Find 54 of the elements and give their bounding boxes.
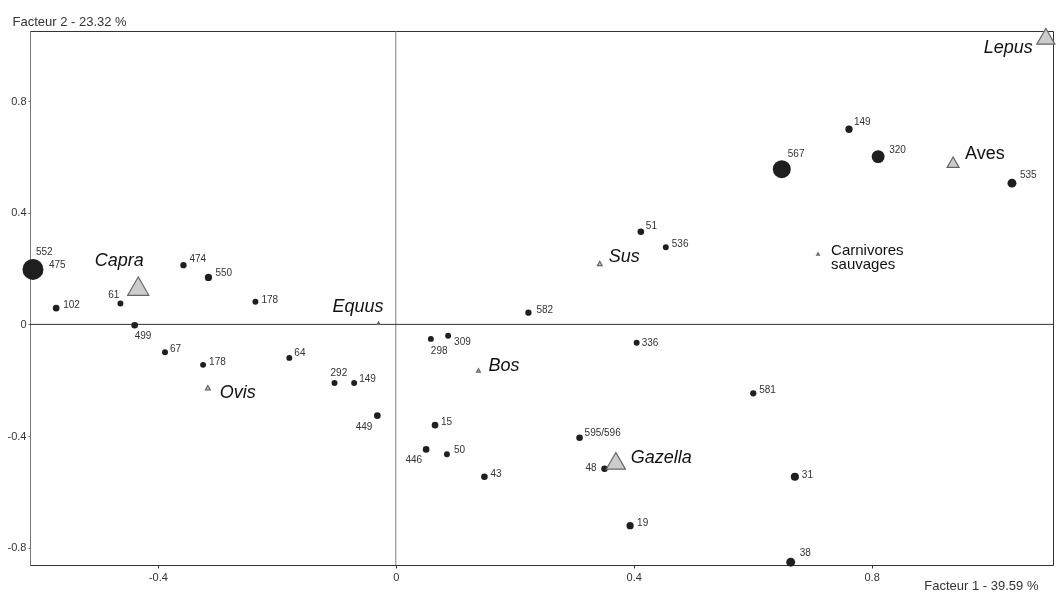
y-tick-label: 0.8 bbox=[11, 94, 27, 107]
x-tick-label: -0.4 bbox=[148, 570, 168, 583]
annotation: 48 bbox=[585, 461, 597, 473]
annotation: 38 bbox=[799, 547, 812, 559]
annotation: 535 bbox=[1019, 169, 1038, 181]
annotation: 149 bbox=[853, 116, 872, 128]
annotation: 582 bbox=[536, 303, 554, 315]
annotation: Equus bbox=[332, 296, 384, 317]
annotation: 178 bbox=[261, 293, 279, 305]
annotation: 320 bbox=[889, 143, 907, 155]
annotation: 550 bbox=[215, 267, 233, 279]
annotation: 292 bbox=[330, 367, 348, 378]
annotation: 31 bbox=[801, 468, 814, 480]
x-tick-label: 0 bbox=[393, 570, 400, 583]
x-tick-label: 0.8 bbox=[864, 570, 880, 583]
annotation: 43 bbox=[490, 467, 502, 479]
annotation: 15 bbox=[441, 416, 453, 428]
annotation: 64 bbox=[294, 346, 306, 358]
annotation: Bos bbox=[488, 355, 520, 376]
annotation: 336 bbox=[641, 336, 659, 348]
y-tick-label: 0 bbox=[20, 317, 27, 330]
y-tick-label: 0.4 bbox=[11, 206, 27, 219]
annotation: 50 bbox=[453, 444, 466, 456]
annotation: 178 bbox=[209, 355, 227, 367]
annotation: 309 bbox=[454, 335, 472, 347]
annotation: 552 bbox=[35, 246, 54, 258]
annotation: Aves bbox=[965, 143, 1005, 164]
annotation: 475 bbox=[48, 259, 67, 271]
annotation: Ovis bbox=[219, 381, 256, 402]
annotation: 581 bbox=[759, 384, 777, 396]
y-axis-title: Facteur 2 - 23.32 % bbox=[12, 13, 128, 29]
annotation: 474 bbox=[189, 253, 207, 265]
annotation: 449 bbox=[355, 420, 373, 432]
y-tick-label: -0.8 bbox=[7, 541, 27, 554]
annotation: 567 bbox=[787, 148, 805, 160]
annotation: 149 bbox=[359, 373, 377, 384]
annotation: 499 bbox=[134, 330, 152, 342]
annotation: 446 bbox=[405, 454, 423, 466]
annotation: Capra bbox=[94, 250, 144, 271]
annotation: 595/596 bbox=[584, 426, 622, 438]
x-tick-label: 0.4 bbox=[626, 570, 642, 583]
y-tick-label: -0.4 bbox=[7, 429, 27, 442]
annotation: 67 bbox=[170, 343, 182, 355]
annotation: Gazella bbox=[630, 446, 692, 467]
annotation: 102 bbox=[63, 299, 81, 311]
annotation: 536 bbox=[671, 238, 689, 250]
annotation: Lepus bbox=[983, 37, 1033, 58]
x-axis-title: Facteur 1 - 39.59 % bbox=[924, 577, 1039, 592]
annotation: 19 bbox=[637, 516, 649, 528]
annotation: 298 bbox=[430, 344, 448, 356]
annotation: Sus bbox=[608, 245, 640, 266]
annotation: 51 bbox=[645, 219, 658, 231]
annotation: Carnivores sauvages bbox=[831, 241, 904, 273]
annotation: 61 bbox=[108, 289, 120, 301]
